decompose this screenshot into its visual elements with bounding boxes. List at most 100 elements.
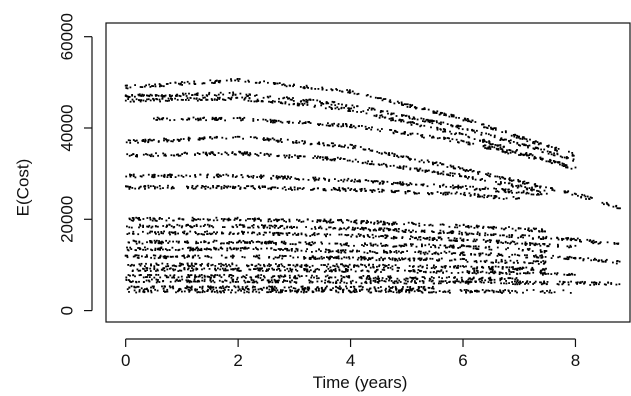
data-point: [289, 98, 292, 101]
data-point: [509, 277, 512, 279]
data-point: [500, 138, 502, 140]
data-point: [473, 267, 476, 270]
data-point: [487, 133, 490, 136]
data-point: [270, 247, 273, 250]
data-point: [482, 140, 484, 143]
data-point: [216, 274, 219, 276]
data-point: [343, 265, 346, 268]
data-point: [510, 134, 513, 137]
data-point: [215, 239, 218, 242]
data-point: [277, 233, 280, 236]
data-point: [378, 152, 381, 154]
data-point: [452, 187, 455, 190]
data-point: [205, 153, 207, 155]
data-point: [511, 266, 513, 269]
data-point: [171, 246, 174, 249]
data-point: [459, 254, 461, 256]
data-point: [325, 228, 328, 231]
data-point: [591, 281, 593, 284]
data-point: [476, 233, 479, 235]
data-point: [440, 128, 442, 131]
data-point: [425, 259, 427, 261]
data-point: [417, 286, 420, 288]
data-point: [532, 237, 534, 240]
data-point: [347, 219, 350, 222]
data-point: [180, 98, 183, 101]
data-point: [476, 270, 479, 272]
data-point: [550, 153, 553, 156]
data-point: [388, 152, 390, 154]
data-point: [165, 256, 167, 259]
data-point: [500, 277, 503, 279]
data-point: [334, 269, 337, 272]
data-point: [129, 264, 132, 267]
data-point: [498, 273, 501, 275]
data-point: [360, 282, 363, 285]
data-point: [417, 288, 420, 290]
data-point: [440, 192, 442, 194]
data-point: [516, 279, 519, 282]
data-point: [328, 256, 331, 259]
data-point: [337, 219, 339, 221]
data-point: [178, 224, 181, 227]
data-point: [336, 242, 339, 245]
data-point: [467, 278, 470, 281]
data-point: [366, 276, 369, 279]
data-point: [296, 249, 299, 252]
data-point: [229, 265, 232, 268]
data-point: [262, 96, 265, 99]
data-point: [474, 188, 477, 191]
data-point: [323, 270, 326, 273]
data-point: [161, 269, 164, 271]
data-point: [355, 219, 358, 222]
data-point: [423, 224, 426, 226]
data-point: [268, 155, 271, 157]
data-point: [140, 99, 143, 101]
data-point: [355, 222, 358, 225]
data-point: [254, 286, 256, 288]
data-point: [211, 232, 214, 235]
data-point: [409, 288, 412, 290]
data-point: [502, 176, 504, 179]
data-point: [171, 99, 173, 101]
data-point: [181, 153, 183, 155]
data-point: [201, 185, 204, 187]
data-point: [473, 269, 476, 272]
data-point: [208, 224, 211, 227]
data-point: [512, 196, 515, 198]
data-point: [500, 182, 502, 185]
data-point: [531, 242, 534, 245]
data-point: [271, 101, 274, 104]
data-point: [161, 118, 163, 120]
data-point: [344, 249, 347, 251]
data-point: [171, 187, 173, 189]
data-point: [505, 261, 508, 264]
data-point: [443, 232, 445, 234]
data-point: [543, 189, 546, 192]
data-point: [475, 272, 478, 275]
data-point: [408, 190, 411, 192]
data-point: [556, 237, 558, 239]
data-point: [493, 278, 496, 281]
data-point: [515, 197, 517, 200]
data-point: [277, 281, 279, 284]
data-point: [439, 244, 442, 247]
data-point: [364, 161, 367, 164]
data-point: [497, 148, 500, 151]
data-point: [532, 147, 535, 150]
data-point: [162, 152, 165, 155]
data-point: [294, 154, 296, 157]
data-point: [408, 270, 410, 272]
data-point: [185, 287, 188, 290]
data-point: [305, 250, 307, 253]
data-point: [499, 144, 502, 146]
data-point: [288, 218, 291, 221]
data-point: [152, 85, 155, 87]
data-point: [474, 121, 477, 123]
data-point: [128, 241, 130, 244]
data-point: [241, 119, 244, 121]
data-point: [337, 125, 340, 128]
data-point: [428, 243, 430, 246]
data-point: [246, 174, 249, 177]
data-point: [541, 256, 544, 259]
